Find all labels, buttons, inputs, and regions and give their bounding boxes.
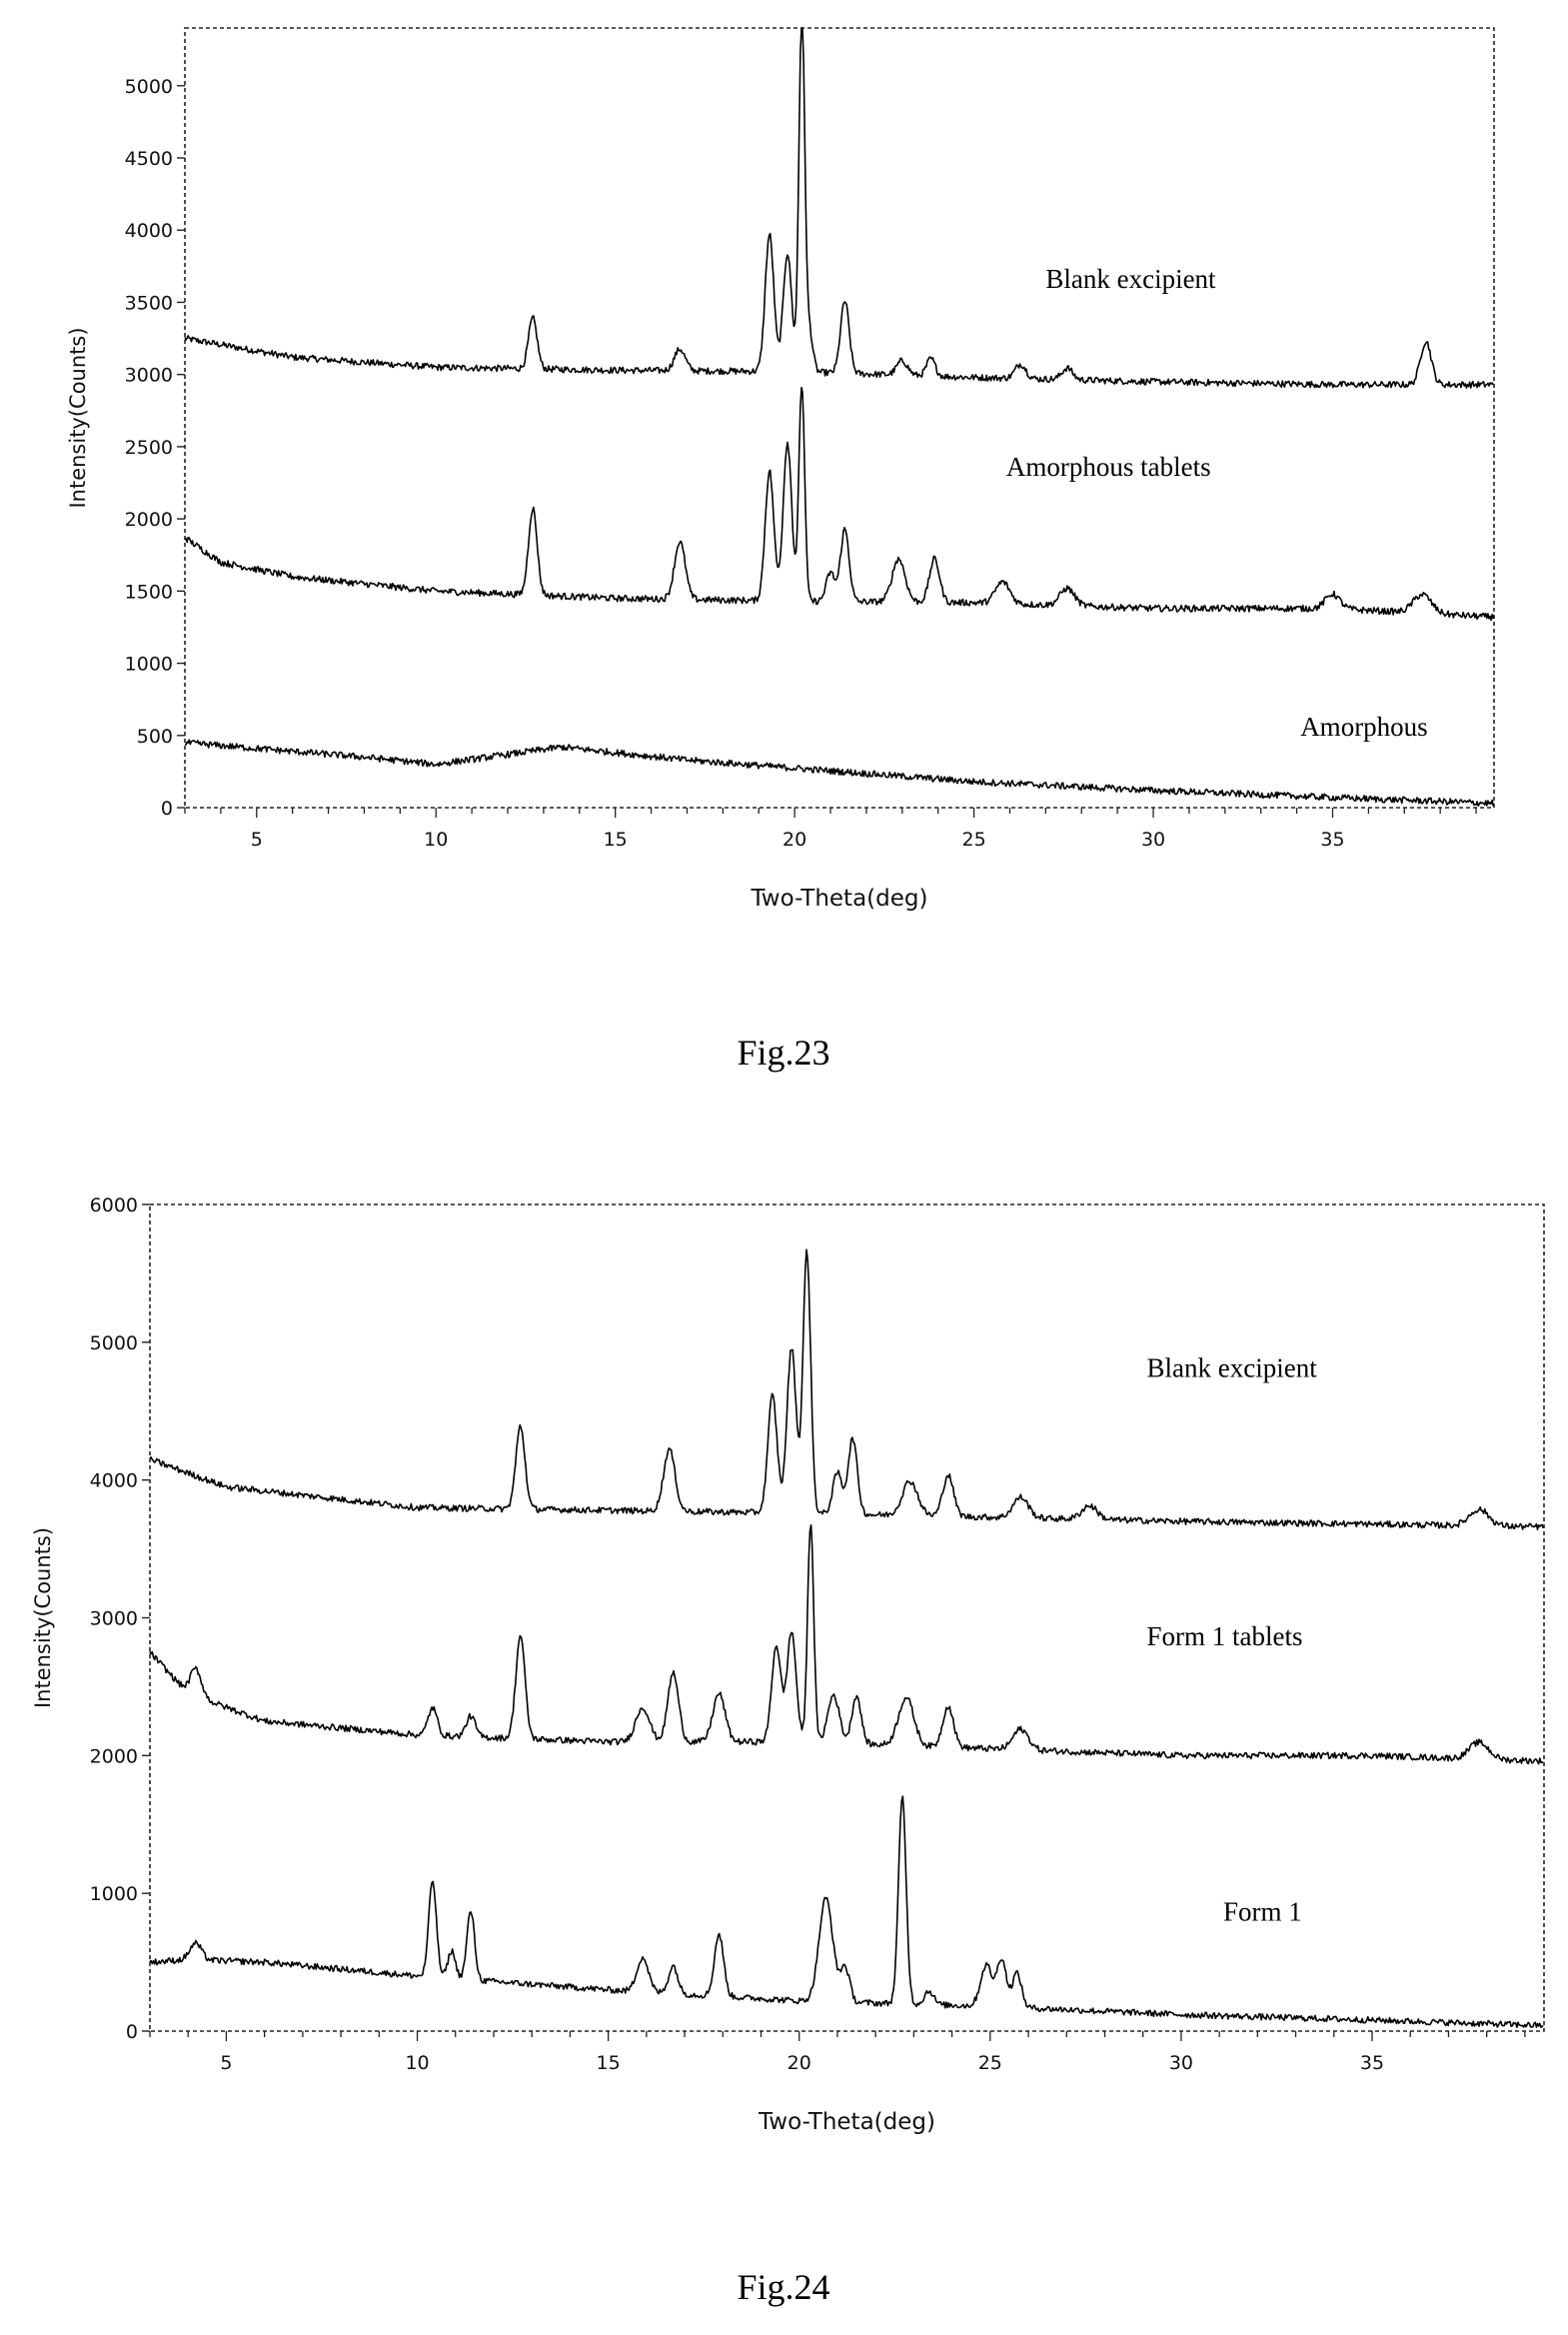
series-line-1 <box>149 1524 1544 1765</box>
y-tick-label: 1500 <box>125 581 173 603</box>
y-tick-label: 3000 <box>125 365 173 387</box>
y-tick-label: 0 <box>161 798 173 820</box>
figure-caption: Fig.23 <box>737 1033 829 1073</box>
x-tick-label: 35 <box>1320 829 1344 851</box>
y-tick-label: 4500 <box>125 148 173 170</box>
plot-frame <box>184 27 1495 809</box>
y-axis-label: Intensity(Counts) <box>66 327 90 508</box>
y-tick-label: 5000 <box>125 76 173 98</box>
y-tick-label: 2000 <box>90 1745 138 1767</box>
x-tick-label: 20 <box>783 829 806 851</box>
series-label: Amorphous tablets <box>1006 452 1211 482</box>
x-tick-label: 30 <box>1169 2052 1193 2074</box>
series-line-2 <box>149 1795 1544 2028</box>
x-tick-label: 5 <box>220 2052 232 2074</box>
figure-caption: Fig.24 <box>737 2267 829 2307</box>
x-tick-label: 15 <box>597 2052 621 2074</box>
y-tick-label: 2500 <box>125 437 173 459</box>
y-tick-label: 1000 <box>125 654 173 676</box>
y-axis-label: Intensity(Counts) <box>31 1527 55 1708</box>
y-tick-label: 4000 <box>125 220 173 242</box>
series-label: Amorphous <box>1300 712 1428 742</box>
x-tick-label: 30 <box>1141 829 1165 851</box>
x-tick-label: 10 <box>424 829 448 851</box>
y-tick-label: 500 <box>137 726 173 748</box>
y-tick-label: 1000 <box>90 1883 138 1905</box>
y-tick-label: 4000 <box>90 1470 138 1492</box>
y-tick-label: 0 <box>126 2021 138 2043</box>
x-tick-label: 25 <box>978 2052 1002 2074</box>
series-label: Form 1 tablets <box>1147 1621 1303 1651</box>
y-tick-label: 3500 <box>125 292 173 314</box>
series-label: Blank excipient <box>1045 264 1216 294</box>
series-label: Form 1 <box>1223 1897 1302 1927</box>
series-line-1 <box>184 386 1495 622</box>
series-line-0 <box>184 27 1494 389</box>
plot-frame <box>149 1203 1545 2032</box>
x-axis-label: Two-Theta(deg) <box>758 2109 935 2135</box>
x-tick-label: 15 <box>604 829 628 851</box>
y-tick-label: 2000 <box>125 509 173 531</box>
x-tick-label: 25 <box>961 829 985 851</box>
x-tick-label: 35 <box>1360 2052 1384 2074</box>
x-tick-label: 10 <box>405 2052 429 2074</box>
y-tick-label: 6000 <box>90 1194 138 1216</box>
x-tick-label: 5 <box>251 829 263 851</box>
series-line-2 <box>184 739 1495 807</box>
x-tick-label: 20 <box>787 2052 811 2074</box>
series-line-0 <box>149 1248 1544 1530</box>
x-axis-label: Two-Theta(deg) <box>751 886 928 912</box>
y-tick-label: 5000 <box>90 1332 138 1354</box>
series-label: Blank excipient <box>1147 1352 1318 1382</box>
y-tick-label: 3000 <box>90 1608 138 1630</box>
